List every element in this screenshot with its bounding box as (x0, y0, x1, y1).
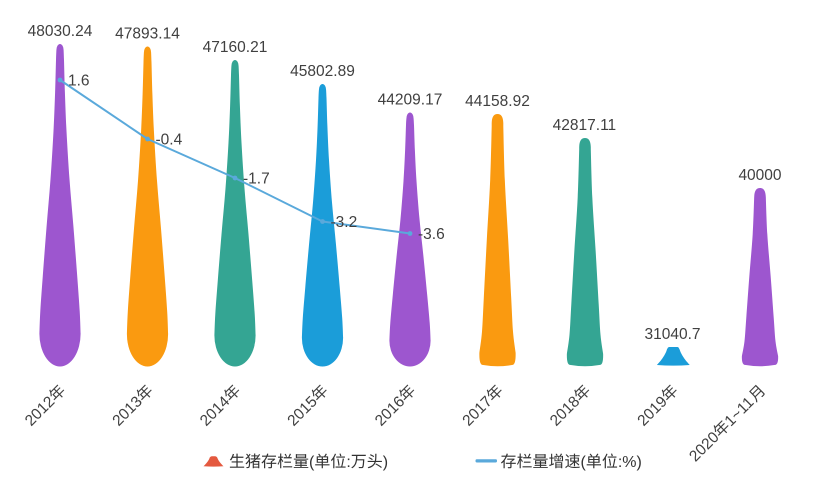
svg-text:31040.7: 31040.7 (644, 326, 700, 343)
svg-text:45802.89: 45802.89 (290, 63, 355, 80)
svg-text:(: ( (309, 454, 315, 471)
svg-text:-0.4: -0.4 (156, 132, 183, 149)
svg-text:44158.92: 44158.92 (465, 93, 530, 110)
svg-text::: : (346, 454, 350, 471)
svg-text:47160.21: 47160.21 (203, 39, 268, 56)
svg-text:-1.7: -1.7 (243, 171, 270, 188)
svg-text:1.6: 1.6 (68, 73, 90, 90)
svg-text:40000: 40000 (738, 167, 781, 184)
svg-text:-3.6: -3.6 (418, 226, 445, 243)
svg-text:48030.24: 48030.24 (28, 23, 93, 40)
svg-text::%): :%) (618, 454, 642, 471)
svg-text:-3.2: -3.2 (331, 214, 358, 231)
svg-text:44209.17: 44209.17 (378, 92, 443, 109)
svg-text:47893.14: 47893.14 (115, 26, 180, 43)
svg-text:): ) (383, 454, 388, 471)
svg-text:42817.11: 42817.11 (553, 117, 617, 134)
svg-text:(: ( (581, 454, 587, 471)
